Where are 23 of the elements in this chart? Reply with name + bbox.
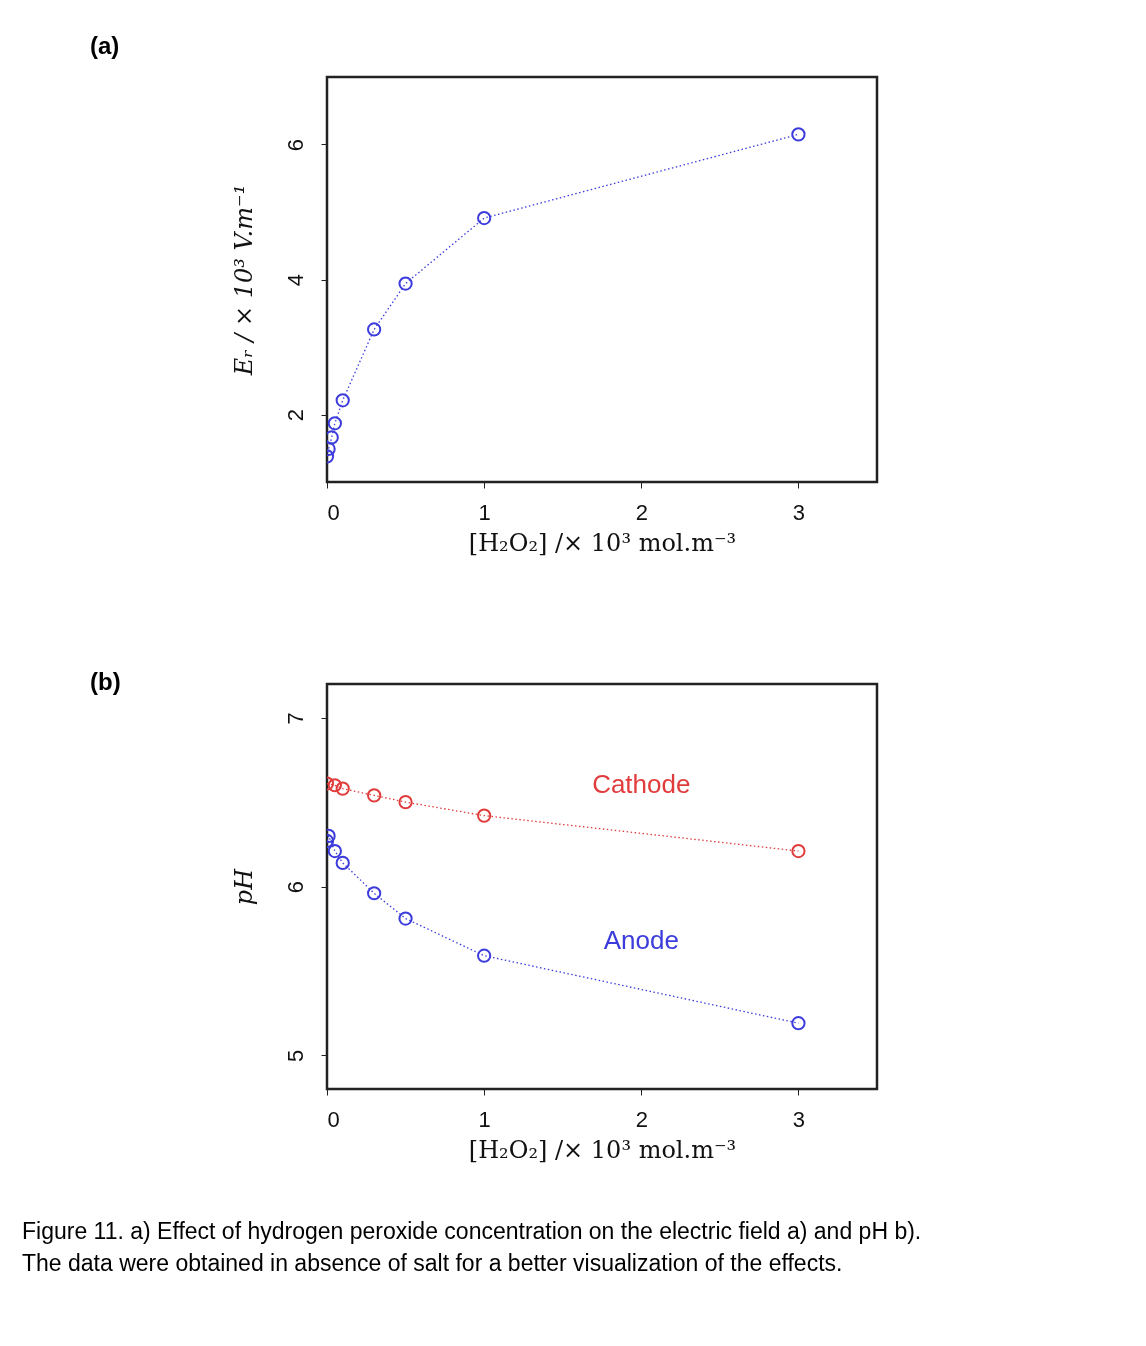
x-tick-label: 2: [635, 499, 648, 525]
x-tick-label: 0: [327, 1106, 340, 1132]
y-tick-label: 6: [282, 138, 308, 152]
caption: Figure 11. a) Effect of hydrogen peroxide concentration on the electric field a) and pH b). The data were obtained in absence of salt for a better visualization of the effects.: [22, 1218, 922, 1276]
y-tick-label: 2: [282, 408, 308, 422]
text: (b): [90, 668, 121, 695]
text: (a): [90, 32, 120, 59]
x-tick-label: 1: [478, 499, 491, 525]
x-axis-title: [H₂O₂] /× 10³ mol.m⁻³: [468, 528, 737, 557]
y-axis-title: Eᵣ / × 10³ V.m⁻¹: [229, 184, 258, 377]
x-tick-label: 1: [478, 1106, 491, 1132]
x-tick-label: 0: [327, 499, 340, 525]
y-axis-title: pH: [229, 867, 258, 906]
y-tick-label: 5: [282, 1049, 308, 1062]
series-label: Cathode: [592, 769, 691, 800]
x-tick-label: 3: [792, 1106, 806, 1132]
series-label: Anode: [603, 925, 679, 956]
x-tick-label: 2: [635, 1106, 648, 1132]
y-tick-label: 7: [282, 712, 308, 725]
y-tick-label: 6: [282, 880, 308, 894]
y-tick-label: 4: [282, 273, 308, 287]
x-tick-label: 3: [792, 499, 806, 525]
x-axis-title: [H₂O₂] /× 10³ mol.m⁻³: [468, 1135, 737, 1164]
